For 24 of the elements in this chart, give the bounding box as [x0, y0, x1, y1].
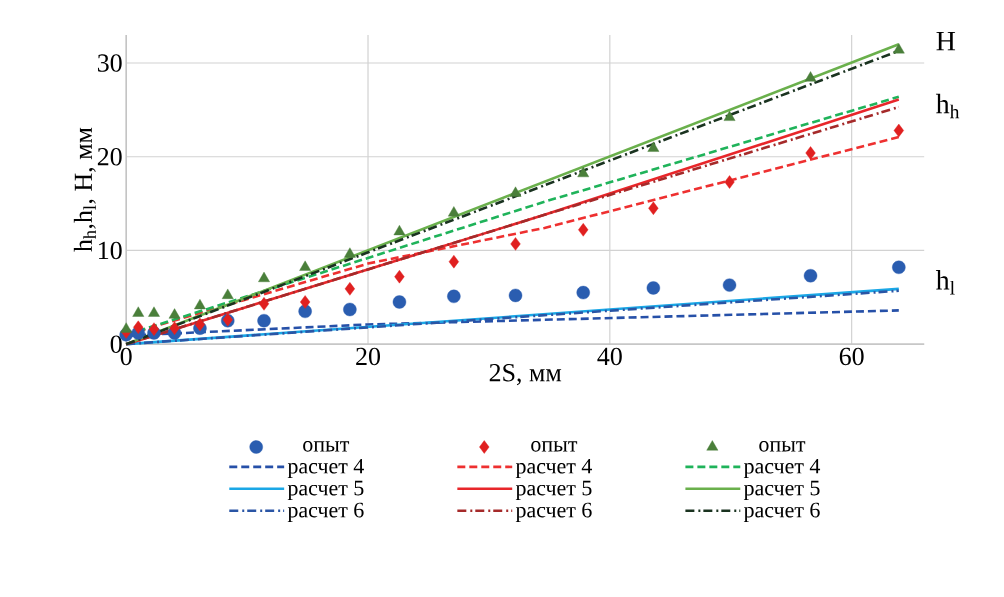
y-tick-label: 30: [97, 54, 122, 73]
text: h$_{h}$: [935, 94, 960, 119]
text: H: [936, 32, 956, 51]
y-tick-label: 20: [97, 148, 122, 166]
y-axis-title: h$_{h}$,h$_{l}$, H, мм: [73, 127, 96, 253]
legend-label: расчет 6: [515, 502, 592, 523]
legend-label: опыт: [759, 441, 806, 452]
legend-label: расчет 6: [743, 502, 820, 523]
legend-label: расчет 4: [515, 459, 592, 479]
y-tick-label: 10: [99, 241, 122, 260]
legend-label: расчет 5: [287, 481, 364, 501]
legend-label: расчет 4: [743, 459, 821, 479]
x-tick-label: 40: [597, 347, 622, 366]
x-axis-title: 2S, мм: [489, 364, 562, 386]
legend-label: расчет 6: [287, 502, 364, 523]
legend-label: опыт: [531, 441, 578, 452]
legend-label: расчет 5: [515, 481, 592, 501]
legend-label: расчет 5: [743, 481, 820, 501]
x-tick-label: 60: [839, 347, 864, 366]
y-tick-label: 0: [110, 335, 122, 354]
text: h$_{l}$: [935, 270, 955, 295]
x-tick-label: 20: [356, 347, 380, 366]
legend-label: расчет 4: [287, 459, 364, 479]
legend-label: опыт: [303, 441, 350, 452]
